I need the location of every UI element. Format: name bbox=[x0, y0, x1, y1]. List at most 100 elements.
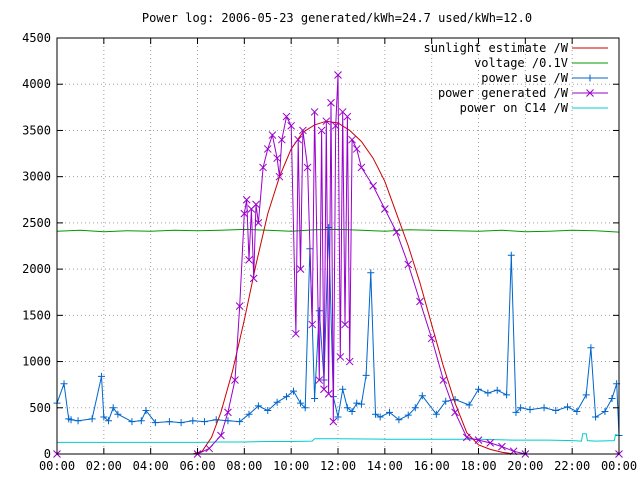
data-point-plus bbox=[432, 410, 440, 418]
x-tick-label: 16:00 bbox=[414, 459, 450, 473]
data-point-plus bbox=[142, 407, 150, 415]
data-point-x bbox=[310, 108, 319, 116]
data-point-plus bbox=[418, 392, 426, 400]
y-tick-label: 1000 bbox=[22, 355, 51, 369]
y-tick-label: 3500 bbox=[22, 123, 51, 137]
data-point-x bbox=[249, 274, 258, 283]
data-point-plus bbox=[245, 410, 253, 418]
data-point-plus bbox=[165, 418, 173, 426]
x-tick-label: 20:00 bbox=[507, 459, 543, 473]
data-point-x bbox=[369, 182, 377, 190]
data-point-plus bbox=[201, 418, 209, 426]
x-tick-label: 10:00 bbox=[273, 459, 309, 473]
data-point-x bbox=[275, 172, 284, 181]
grid-lines bbox=[57, 38, 619, 454]
x-tick-label: 18:00 bbox=[460, 459, 496, 473]
data-point-x bbox=[341, 320, 349, 329]
data-point-x bbox=[308, 320, 317, 329]
data-point-plus bbox=[343, 404, 351, 412]
data-point-x bbox=[268, 131, 277, 139]
data-point-plus bbox=[301, 404, 309, 412]
data-point-plus bbox=[582, 391, 590, 399]
data-point-plus bbox=[67, 416, 75, 424]
data-point-plus bbox=[273, 398, 281, 406]
x-tick-label: 04:00 bbox=[133, 459, 169, 473]
x-tick-label: 22:00 bbox=[554, 459, 590, 473]
legend-entry: voltage /0.1V bbox=[474, 56, 608, 70]
y-tick-label: 2000 bbox=[22, 262, 51, 276]
data-point-x bbox=[427, 334, 436, 343]
data-point-plus bbox=[88, 415, 96, 423]
data-point-plus bbox=[236, 418, 244, 426]
legend-label: power on C14 /W bbox=[460, 101, 569, 115]
sunlight-estimate-series bbox=[57, 120, 619, 455]
data-point-x bbox=[329, 417, 338, 426]
legend-label: power generated /W bbox=[438, 86, 569, 100]
data-point-x bbox=[242, 195, 251, 204]
data-point-x bbox=[240, 209, 249, 218]
y-tick-label: 500 bbox=[29, 401, 51, 415]
data-point-plus bbox=[100, 413, 108, 421]
data-point-plus bbox=[608, 395, 616, 403]
data-point-plus bbox=[114, 410, 122, 418]
series-line bbox=[57, 433, 620, 443]
data-point-plus bbox=[475, 385, 482, 393]
data-point-x bbox=[404, 260, 413, 269]
data-point-plus bbox=[395, 416, 403, 424]
data-point-plus bbox=[367, 269, 375, 277]
data-point-plus bbox=[97, 372, 105, 380]
power-c14-series bbox=[57, 433, 620, 443]
data-point-x bbox=[345, 357, 354, 366]
power-generated-series bbox=[53, 71, 623, 458]
data-point-plus bbox=[493, 386, 501, 394]
data-point-x bbox=[254, 219, 263, 227]
x-tick-label: 00:00 bbox=[39, 459, 75, 473]
data-point-x bbox=[315, 376, 324, 384]
data-point-x bbox=[586, 89, 594, 97]
data-point-x bbox=[324, 390, 333, 398]
series-line bbox=[57, 74, 619, 455]
legend-label: voltage /0.1V bbox=[474, 56, 568, 70]
data-point-plus bbox=[357, 400, 365, 408]
data-point-x bbox=[327, 98, 335, 107]
data-point-x bbox=[352, 145, 361, 153]
series-layer bbox=[53, 71, 623, 458]
data-point-plus bbox=[264, 407, 272, 415]
data-point-plus bbox=[404, 411, 412, 419]
x-tick-label: 12:00 bbox=[320, 459, 356, 473]
y-tick-label: 1500 bbox=[22, 308, 51, 322]
data-point-plus bbox=[442, 397, 450, 405]
data-point-x bbox=[474, 436, 483, 444]
data-point-x bbox=[357, 163, 366, 172]
data-point-plus bbox=[507, 251, 515, 259]
data-point-x bbox=[299, 126, 307, 135]
data-point-x bbox=[282, 112, 291, 121]
data-point-x bbox=[439, 376, 448, 384]
data-point-plus bbox=[311, 395, 319, 403]
data-point-x bbox=[231, 376, 239, 384]
y-tick-label: 4500 bbox=[22, 31, 51, 45]
data-point-plus bbox=[573, 407, 581, 415]
data-point-plus bbox=[189, 417, 197, 425]
data-point-plus bbox=[411, 404, 419, 412]
data-point-x bbox=[380, 205, 389, 213]
data-point-x bbox=[263, 145, 272, 153]
data-point-plus bbox=[348, 407, 356, 415]
data-point-plus bbox=[290, 387, 298, 395]
data-point-x bbox=[273, 154, 281, 163]
series-line bbox=[57, 120, 619, 455]
data-point-x bbox=[252, 200, 260, 209]
data-point-plus bbox=[601, 407, 609, 415]
data-point-x bbox=[217, 431, 225, 440]
y-tick-label: 0 bbox=[44, 447, 51, 461]
data-point-x bbox=[336, 353, 345, 361]
data-point-x bbox=[348, 135, 356, 144]
data-point-plus bbox=[60, 380, 68, 388]
data-point-plus bbox=[376, 413, 384, 421]
data-point-x bbox=[416, 297, 424, 306]
data-point-plus bbox=[74, 417, 82, 425]
data-point-plus bbox=[339, 385, 347, 393]
data-point-x bbox=[317, 126, 326, 135]
data-point-x bbox=[334, 71, 342, 79]
